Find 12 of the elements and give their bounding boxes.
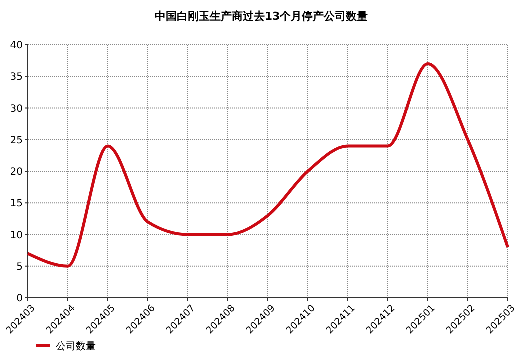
- legend-label: 公司数量: [56, 340, 96, 352]
- y-tick-label: 25: [10, 135, 23, 146]
- y-tick-label: 10: [10, 230, 23, 242]
- y-tick-label: 0: [16, 294, 23, 304]
- y-tick-label: 40: [10, 40, 23, 52]
- y-tick-label: 5: [16, 262, 23, 273]
- y-tick-label: 20: [10, 167, 23, 178]
- y-tick-label: 35: [10, 72, 23, 84]
- chart-title: 中国白刚玉生产商过去13个月停产公司数量: [154, 10, 368, 23]
- y-tick-label: 30: [10, 104, 23, 115]
- line-series: [26, 62, 510, 268]
- y-tick-label: 15: [10, 198, 23, 210]
